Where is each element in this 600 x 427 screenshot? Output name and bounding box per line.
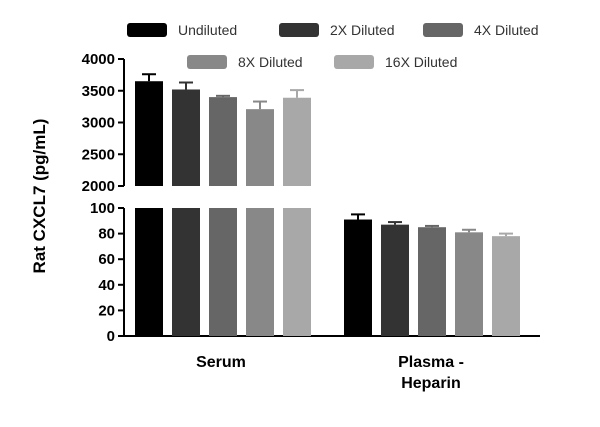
y-upper-tick-label: 2000: [82, 178, 115, 195]
y-lower-tick-label: 40: [98, 277, 115, 294]
y-lower-tick-label: 0: [107, 328, 115, 345]
bar: [283, 208, 311, 336]
y-lower-tick-label: 100: [90, 200, 115, 217]
x-tick-label: Plasma -: [398, 354, 464, 371]
y-upper-tick-label: 4000: [82, 51, 115, 68]
y-upper-tick-label: 3000: [82, 115, 115, 132]
bar: [492, 236, 520, 336]
legend-label: Undiluted: [178, 22, 237, 38]
y-upper-tick-label: 3500: [82, 83, 115, 100]
bar: [172, 208, 200, 336]
legend-label: 2X Diluted: [330, 22, 395, 38]
legend-label: 16X Diluted: [385, 54, 457, 70]
bar: [455, 232, 483, 336]
bar: [246, 109, 274, 186]
y-axis-label: Rat CXCL7 (pg/mL): [30, 119, 49, 274]
bar: [209, 97, 237, 186]
legend-swatch: [423, 23, 463, 37]
bar: [209, 208, 237, 336]
bar: [381, 224, 409, 336]
bar: [172, 89, 200, 186]
legend-swatch: [334, 55, 374, 69]
bars: [135, 73, 520, 336]
bar: [246, 208, 274, 336]
bar: [135, 208, 163, 336]
y-lower-tick-label: 80: [98, 226, 115, 243]
bar: [135, 81, 163, 186]
legend-swatch: [187, 55, 227, 69]
y-lower-tick-label: 20: [98, 302, 115, 319]
y-lower-tick-label: 60: [98, 251, 115, 268]
legend-swatch: [127, 23, 167, 37]
legend-label: 4X Diluted: [474, 22, 539, 38]
bar: [344, 219, 372, 336]
x-tick-label: Serum: [196, 354, 246, 371]
legend: Undiluted 2X Diluted 4X Diluted 8X Diluted 1…: [127, 22, 539, 70]
legend-label: 8X Diluted: [238, 54, 303, 70]
x-tick-label: Heparin: [401, 375, 461, 392]
category-labels: Serum Plasma - Heparin: [196, 354, 464, 392]
legend-swatch: [279, 23, 319, 37]
y-upper-tick-label: 2500: [82, 146, 115, 163]
bar: [418, 227, 446, 336]
bar: [283, 97, 311, 186]
